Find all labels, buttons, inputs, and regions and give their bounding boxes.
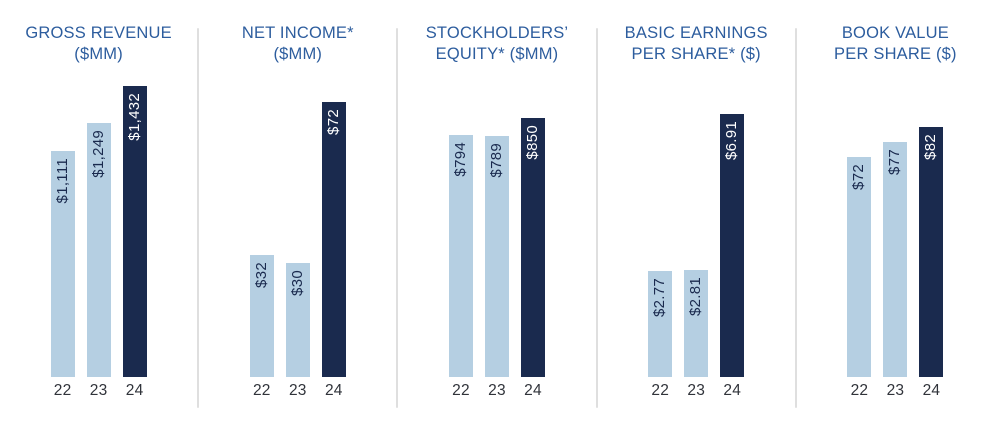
bar-value-label: $2.81 xyxy=(687,277,705,317)
x-tick-label: 24 xyxy=(324,382,343,399)
bar-value-label: $1,432 xyxy=(125,93,143,141)
column-divider xyxy=(396,28,399,408)
x-axis-labels: 22 23 24 xyxy=(449,382,545,400)
bar-basic-earnings-22: $2.77 xyxy=(648,271,673,377)
bar-value-label: $1,249 xyxy=(89,130,107,178)
chart-book-value: BOOK VALUE PER SHARE ($) $72 $77 $82 22 23 2… xyxy=(797,0,994,444)
x-tick-label: 22 xyxy=(452,382,470,399)
x-tick-label: 23 xyxy=(488,382,506,399)
bar-value-label: $77 xyxy=(886,149,904,175)
bar-gross-revenue-23: $1,249 xyxy=(86,123,111,377)
plot-area: $2.77 $2.81 $6.91 xyxy=(648,72,745,377)
x-axis-labels: 22 23 24 xyxy=(648,382,744,400)
bar-stockholders-22: $794 xyxy=(449,135,473,377)
chart-title: NET INCOME* ($MM) xyxy=(242,23,354,67)
chart-title: STOCKHOLDERS’ EQUITY* ($MM) xyxy=(426,23,569,67)
bar-book-value-23: $77 xyxy=(883,142,908,377)
chart-title-line-1: BOOK VALUE xyxy=(841,24,949,42)
chart-gross-revenue: GROSS REVENUE ($MM) $1,111 $1,249 $1,432 2… xyxy=(0,0,197,444)
bar-value-label: $32 xyxy=(252,262,270,288)
chart-title-line-1: BASIC EARNINGS xyxy=(624,24,768,42)
chart-title-line-2: EQUITY* ($MM) xyxy=(435,45,559,63)
chart-title: BOOK VALUE PER SHARE ($) xyxy=(834,23,957,67)
bar-gross-revenue-24: $1,432 xyxy=(122,86,147,377)
bar-stockholders-24: $850 xyxy=(521,118,545,377)
x-tick-label: 23 xyxy=(89,382,108,399)
x-tick-label: 24 xyxy=(524,382,542,399)
chart-stockholders: STOCKHOLDERS’ EQUITY* ($MM) $794 $789 $850… xyxy=(398,0,595,444)
plot-area: $794 $789 $850 xyxy=(449,72,545,377)
bar-value-label: $72 xyxy=(324,109,342,135)
x-tick-label: 22 xyxy=(53,382,72,399)
chart-title-line-2: ($MM) xyxy=(273,45,323,63)
x-tick-label: 23 xyxy=(288,382,307,399)
bar-stockholders-23: $789 xyxy=(485,136,509,377)
chart-title-line-2: PER SHARE ($) xyxy=(834,45,957,63)
chart-title: BASIC EARNINGS PER SHARE* ($) xyxy=(625,23,768,67)
plot-area: $32 $30 $72 xyxy=(249,72,346,377)
column-divider xyxy=(794,28,797,408)
bar-value-label: $6.91 xyxy=(723,121,741,161)
x-tick-label: 24 xyxy=(922,382,941,399)
chart-title-line-2: PER SHARE* ($) xyxy=(631,45,761,63)
bar-value-label: $794 xyxy=(452,142,469,177)
x-axis-labels: 22 23 24 xyxy=(250,382,346,400)
chart-net-income: NET INCOME* ($MM) $32 $30 $72 22 23 24 xyxy=(199,0,396,444)
bar-book-value-22: $72 xyxy=(847,157,872,377)
bar-net-income-23: $30 xyxy=(285,263,310,377)
x-tick-label: 23 xyxy=(886,382,905,399)
x-tick-label: 24 xyxy=(723,382,742,399)
column-divider xyxy=(197,28,200,408)
bar-net-income-24: $72 xyxy=(321,102,346,377)
bar-value-label: $2.77 xyxy=(651,278,669,318)
x-tick-label: 22 xyxy=(850,382,869,399)
chart-title-line-1: NET INCOME* xyxy=(241,24,354,42)
chart-title-line-1: GROSS REVENUE xyxy=(25,24,172,42)
chart-title-line-1: STOCKHOLDERS’ xyxy=(425,24,569,42)
bar-value-label: $30 xyxy=(288,270,306,296)
bar-basic-earnings-24: $6.91 xyxy=(720,114,745,377)
x-tick-label: 22 xyxy=(252,382,271,399)
x-tick-label: 23 xyxy=(687,382,706,399)
bar-value-label: $850 xyxy=(524,125,541,160)
x-axis-labels: 22 23 24 xyxy=(847,382,943,400)
chart-basic-earnings: BASIC EARNINGS PER SHARE* ($) $2.77 $2.81… xyxy=(598,0,795,444)
x-tick-label: 22 xyxy=(651,382,670,399)
plot-area: $1,111 $1,249 $1,432 xyxy=(50,72,147,377)
x-tick-label: 24 xyxy=(125,382,144,399)
bar-value-label: $72 xyxy=(850,164,868,190)
chart-title: GROSS REVENUE ($MM) xyxy=(25,23,172,67)
bar-basic-earnings-23: $2.81 xyxy=(684,270,709,377)
bar-value-label: $82 xyxy=(922,134,940,160)
bar-net-income-22: $32 xyxy=(249,255,274,377)
x-axis-labels: 22 23 24 xyxy=(51,382,147,400)
bar-book-value-24: $82 xyxy=(919,127,944,377)
bar-value-label: $789 xyxy=(488,143,505,178)
column-divider xyxy=(595,28,598,408)
bar-gross-revenue-22: $1,111 xyxy=(50,151,75,377)
bar-value-label: $1,111 xyxy=(53,158,71,204)
chart-title-line-2: ($MM) xyxy=(74,45,123,63)
plot-area: $72 $77 $82 xyxy=(847,72,944,377)
